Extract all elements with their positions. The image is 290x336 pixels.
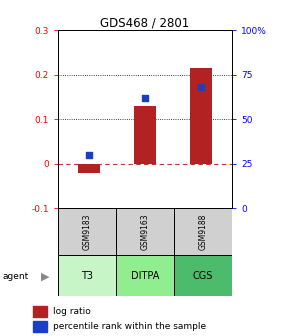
Text: agent: agent [3, 272, 29, 281]
Point [143, 95, 147, 100]
FancyBboxPatch shape [174, 255, 232, 296]
Point [86, 152, 91, 158]
Bar [33, 306, 48, 317]
Text: GSM9163: GSM9163 [140, 213, 150, 250]
Text: CGS: CGS [193, 270, 213, 281]
Text: GSM9183: GSM9183 [82, 214, 92, 250]
FancyBboxPatch shape [116, 255, 174, 296]
Text: log ratio: log ratio [52, 307, 90, 316]
Text: DITPA: DITPA [131, 270, 159, 281]
FancyBboxPatch shape [58, 208, 116, 255]
Text: T3: T3 [81, 270, 93, 281]
FancyBboxPatch shape [58, 255, 116, 296]
Bar [191, 68, 212, 164]
Point [199, 85, 204, 90]
Bar [78, 164, 99, 173]
Bar [33, 321, 48, 332]
Bar [134, 106, 156, 164]
Title: GDS468 / 2801: GDS468 / 2801 [100, 16, 190, 29]
FancyBboxPatch shape [174, 208, 232, 255]
Text: percentile rank within the sample: percentile rank within the sample [52, 322, 206, 331]
Text: ▶: ▶ [41, 271, 49, 281]
FancyBboxPatch shape [116, 208, 174, 255]
Text: GSM9188: GSM9188 [198, 214, 208, 250]
